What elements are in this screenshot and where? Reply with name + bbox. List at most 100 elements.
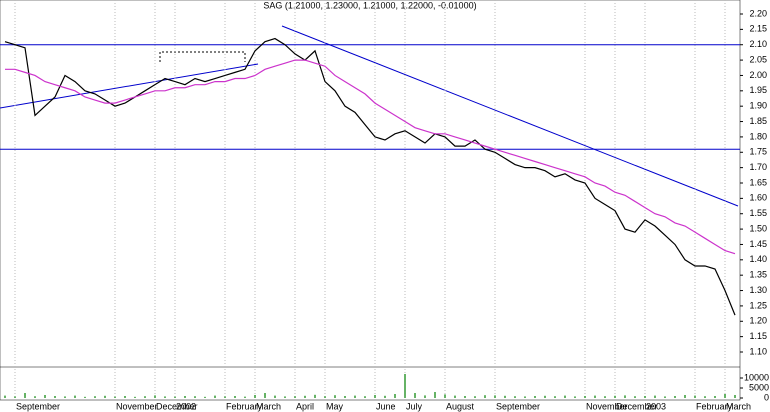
volume-bar: [464, 396, 466, 398]
volume-tick-label: 5000: [749, 382, 769, 392]
volume-bar: [294, 396, 296, 398]
volume-bar: [384, 395, 386, 398]
volume-bar: [664, 396, 666, 398]
volume-bar: [304, 395, 306, 398]
y-tick-label: 1.70: [749, 162, 767, 172]
y-tick-label: 1.65: [749, 177, 767, 187]
x-tick-label: November: [586, 401, 628, 411]
volume-bar: [444, 394, 446, 398]
volume-bar: [414, 393, 416, 398]
volume-bar: [54, 396, 56, 398]
volume-bar: [4, 395, 6, 398]
price-line: [5, 59, 736, 255]
volume-bar: [274, 395, 276, 398]
x-tick-label: December: [616, 401, 658, 411]
volume-bar: [234, 396, 236, 398]
x-tick-label: March: [256, 401, 281, 411]
y-tick-label: 1.75: [749, 147, 767, 157]
y-tick-label: 1.90: [749, 101, 767, 111]
volume-bar: [584, 396, 586, 398]
volume-bar: [64, 396, 66, 398]
volume-bar: [324, 396, 326, 398]
price-line: [4, 37, 736, 316]
y-tick-label: 1.55: [749, 208, 767, 218]
volume-bar: [424, 395, 426, 398]
x-tick-label: 2003: [646, 401, 666, 411]
volume-bar: [214, 395, 216, 398]
volume-bar: [74, 395, 76, 398]
volume-bar: [694, 395, 696, 398]
volume-tick-label: 10000: [744, 372, 769, 382]
volume-bar: [14, 396, 16, 398]
y-tick-label: 2.15: [749, 24, 767, 34]
y-tick-label: 2.00: [749, 70, 767, 80]
y-tick-label: 1.15: [749, 331, 767, 341]
y-tick-label: 1.80: [749, 131, 767, 141]
x-tick-label: December: [156, 401, 198, 411]
y-tick-label: 1.50: [749, 223, 767, 233]
y-tick-label: 1.45: [749, 239, 767, 249]
volume-bar: [154, 395, 156, 398]
volume-bar: [184, 396, 186, 398]
volume-bar: [624, 395, 626, 398]
volume-bar: [114, 396, 116, 398]
y-tick-label: 1.35: [749, 270, 767, 280]
volume-bar: [504, 395, 506, 398]
volume-bar: [34, 396, 36, 398]
volume-bar: [714, 396, 716, 398]
x-tick-label: November: [116, 401, 158, 411]
volume-bar: [644, 396, 646, 398]
volume-bar: [174, 396, 176, 398]
volume-bar: [734, 395, 736, 398]
volume-bar: [524, 396, 526, 398]
x-tick-label: February: [696, 401, 733, 411]
x-tick-label: April: [296, 401, 314, 411]
volume-tick-label: 0: [764, 392, 769, 402]
x-tick-label: June: [376, 401, 396, 411]
volume-bar: [434, 392, 436, 398]
volume-bar: [704, 396, 706, 398]
volume-bar: [244, 396, 246, 398]
y-tick-label: 2.20: [749, 8, 767, 18]
volume-bar: [534, 396, 536, 398]
y-tick-label: 1.40: [749, 254, 767, 264]
volume-bar: [374, 395, 376, 398]
volume-bar: [634, 396, 636, 398]
y-tick-label: 2.05: [749, 54, 767, 64]
volume-bar: [334, 395, 336, 398]
volume-bar: [354, 395, 356, 398]
volume-bar: [674, 396, 676, 398]
volume-bar: [654, 395, 656, 398]
volume-bar: [554, 396, 556, 398]
y-tick-label: 1.85: [749, 116, 767, 126]
x-tick-label: March: [726, 401, 751, 411]
volume-bar: [344, 396, 346, 398]
volume-bar: [404, 374, 406, 398]
y-tick-label: 1.60: [749, 193, 767, 203]
volume-bar: [484, 395, 486, 398]
trendline: [281, 25, 739, 207]
volume-bar: [254, 395, 256, 398]
x-tick-label: February: [226, 401, 263, 411]
volume-bar: [724, 394, 726, 398]
x-tick-label: 2002: [176, 401, 196, 411]
volume-bar: [614, 395, 616, 398]
volume-bar: [364, 396, 366, 398]
y-tick-label: 1.20: [749, 316, 767, 326]
volume-bar: [264, 393, 266, 398]
volume-bar: [684, 395, 686, 398]
chart-title: SAG (1.21000, 1.23000, 1.21000, 1.22000,…: [263, 0, 476, 10]
volume-bar: [474, 396, 476, 398]
y-tick-label: 1.95: [749, 85, 767, 95]
y-tick-label: 1.25: [749, 300, 767, 310]
volume-bar: [204, 396, 206, 398]
x-tick-label: May: [326, 401, 344, 411]
y-tick-label: 2.10: [749, 39, 767, 49]
y-tick-label: 1.10: [749, 346, 767, 356]
x-tick-label: September: [16, 401, 60, 411]
volume-bar: [134, 396, 136, 398]
volume-bar: [144, 396, 146, 398]
volume-bar: [124, 396, 126, 398]
volume-bar: [84, 396, 86, 398]
